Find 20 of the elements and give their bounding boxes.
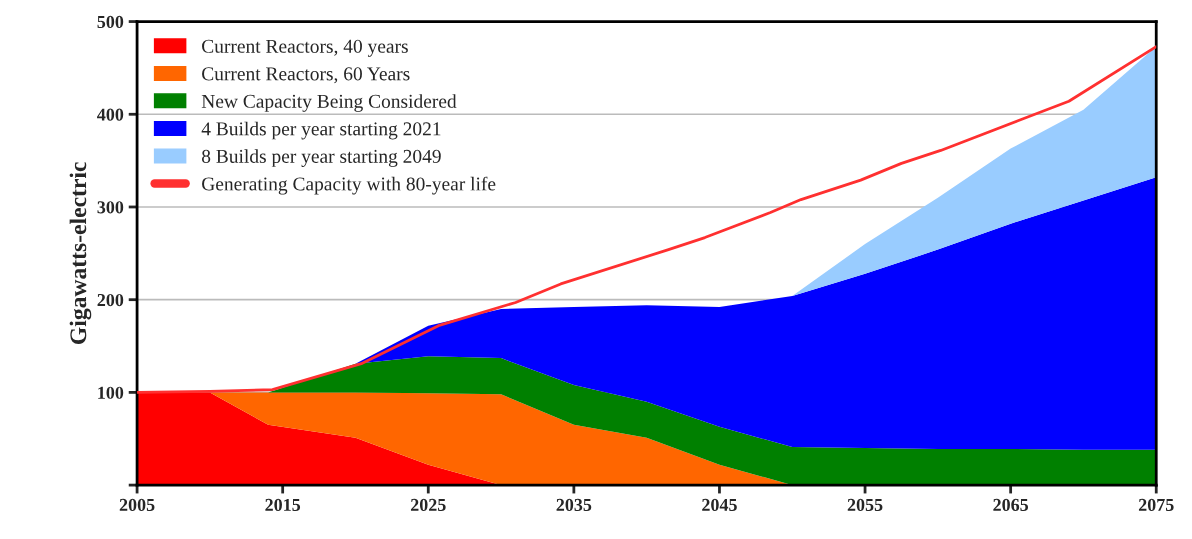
x-tick-label: 2025 bbox=[410, 498, 446, 511]
x-tick-label: 2055 bbox=[847, 498, 883, 511]
x-tick-label: 2075 bbox=[1138, 498, 1174, 511]
x-tick-label: 2015 bbox=[265, 498, 301, 511]
y-axis-title: Gigawatts-electric bbox=[69, 162, 92, 344]
x-tick-label: 2035 bbox=[556, 498, 592, 511]
legend-label: Generating Capacity with 80-year life bbox=[202, 176, 496, 195]
x-tick-label: 2065 bbox=[993, 498, 1029, 511]
y-tick-label: 200 bbox=[97, 293, 124, 307]
y-tick-label: 100 bbox=[98, 386, 124, 399]
legend-label: Current Reactors, 60 Years bbox=[202, 67, 410, 84]
y-tick-label: 500 bbox=[97, 15, 124, 28]
legend-label: New Capacity Being Considered bbox=[201, 94, 457, 112]
x-tick-label: 2045 bbox=[702, 498, 737, 511]
y-tick-label: 300 bbox=[97, 201, 124, 214]
x-tick-label: 2005 bbox=[119, 498, 155, 511]
y-tick-label: 400 bbox=[97, 108, 124, 121]
legend-label: Current Reactors, 40 years bbox=[202, 39, 408, 57]
legend-label: 8 Builds per year starting 2049 bbox=[201, 149, 441, 167]
legend-label: 4 Builds per year starting 2021 bbox=[201, 121, 441, 140]
